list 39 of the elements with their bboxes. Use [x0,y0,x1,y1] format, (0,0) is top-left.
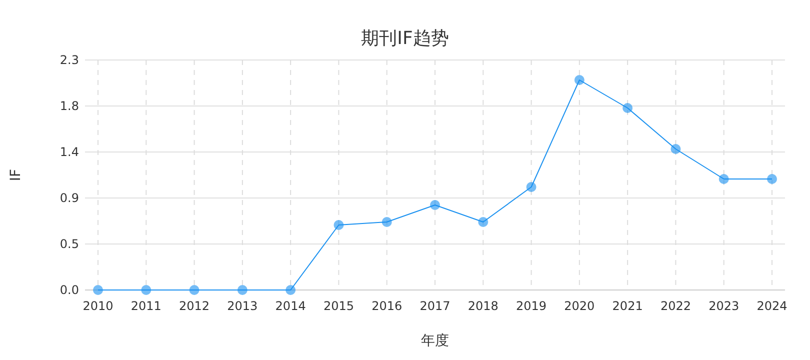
x-tick-label: 2024 [756,299,788,313]
y-tick-label: 0.9 [60,191,79,205]
point [767,174,777,184]
x-tick-label: 2014 [275,299,306,313]
x-tick-label: 2019 [516,299,547,313]
point [141,285,152,295]
point [622,103,633,113]
point [526,182,536,192]
x-tick-label: 2012 [179,299,210,313]
x-axis-title: 年度 [421,333,449,349]
x-tick-label: 2020 [564,299,595,313]
y-axis-title: IF [8,168,24,182]
chart-title: 期刊IF趋势 [361,28,449,49]
point [334,220,344,230]
point [718,174,729,184]
point [382,217,392,227]
x-tick-label: 2011 [130,299,162,313]
y-tick-label: 2.3 [60,53,79,67]
x-tick-label: 2022 [660,299,691,313]
point [478,217,488,227]
x-tick-label: 2013 [227,299,258,313]
y-tick-label: 0.0 [60,283,79,297]
x-tick-label: 2023 [708,299,740,313]
x-tick-label: 2016 [372,299,402,313]
point [286,285,296,295]
point [189,285,200,295]
x-tick-label: 2018 [468,299,498,313]
y-tick-label: 1.4 [60,145,79,159]
point [430,200,440,210]
y-tick-label: 1.8 [60,99,79,113]
x-tick-label: 2021 [612,299,643,313]
point [670,144,681,154]
x-tick-label: 2010 [82,299,114,313]
point [237,285,248,295]
x-tick-label: 2015 [323,299,354,313]
point [93,285,103,295]
point [574,75,584,85]
x-tick-label: 2017 [420,299,450,313]
y-tick-label: 0.5 [60,237,79,251]
